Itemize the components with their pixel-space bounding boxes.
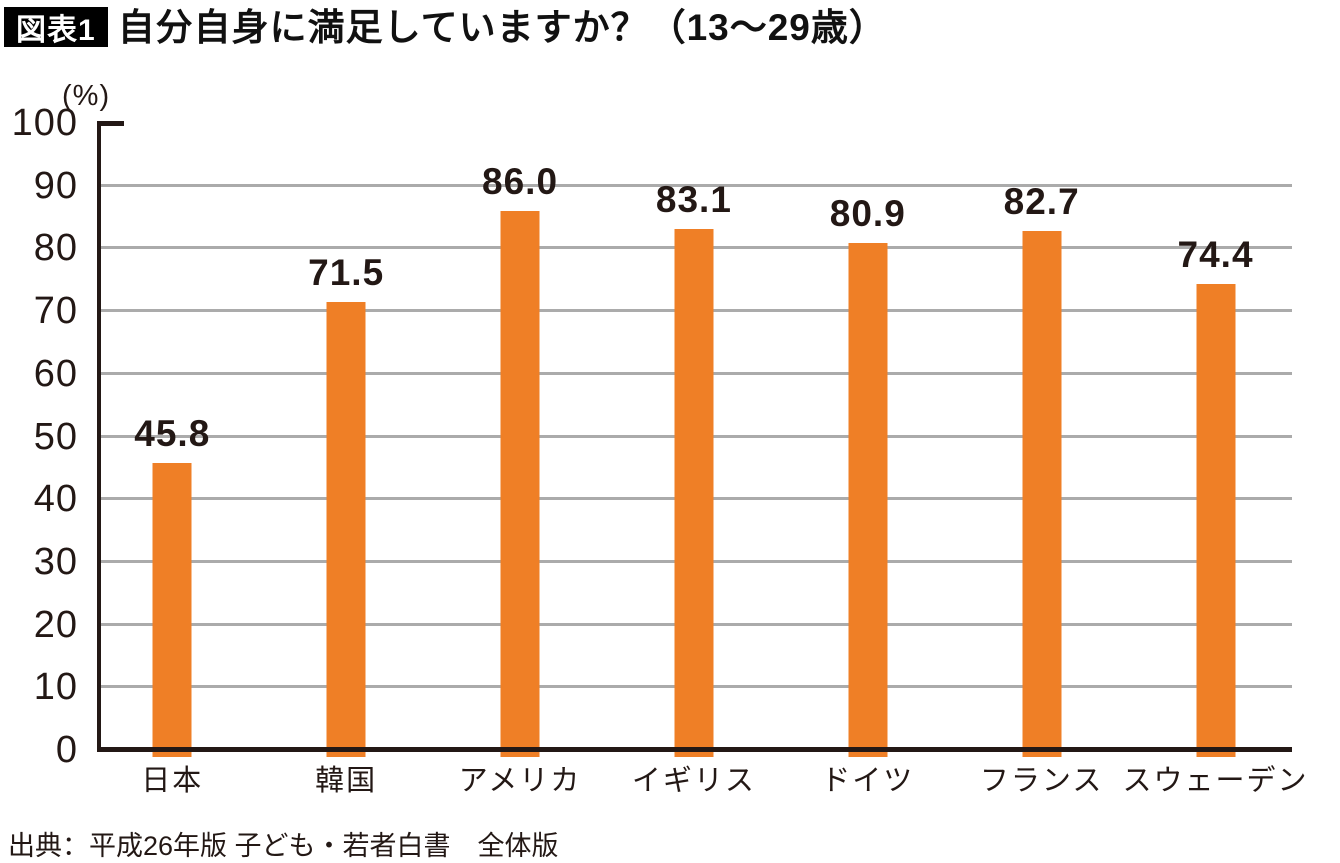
value-label-2: 71.5 bbox=[308, 251, 385, 293]
y-tick-label-100: 100 bbox=[11, 102, 78, 144]
plot-area: 45.8 71.5 86.0 83.1 80.9 82.7 74.4 bbox=[97, 121, 1292, 757]
y-tick-label-0: 0 bbox=[55, 729, 78, 771]
y-tick-label-40: 40 bbox=[33, 478, 78, 521]
bar-5 bbox=[848, 242, 888, 757]
y-tick-label-30: 30 bbox=[33, 540, 78, 583]
y-tick-label-20: 20 bbox=[33, 603, 78, 646]
y-axis-line bbox=[97, 123, 101, 752]
category-label-7: スウェーデン bbox=[1122, 765, 1309, 797]
category-label-2: 韓国 bbox=[315, 765, 378, 797]
source-note: 出典：平成26年版 子ども・若者白書 全体版 bbox=[8, 831, 559, 861]
figure-number-badge: 図表1 bbox=[4, 7, 108, 47]
bar-2 bbox=[326, 301, 366, 757]
y-tick-label-90: 90 bbox=[33, 164, 78, 207]
category-label-1: 日本 bbox=[141, 765, 204, 797]
value-label-4: 83.1 bbox=[655, 178, 732, 220]
y-tick-label-70: 70 bbox=[33, 290, 78, 333]
bar-1 bbox=[152, 462, 192, 757]
chart-header: 図表1 自分自身に満足していますか？（13〜29歳） bbox=[4, 7, 887, 47]
value-label-3: 86.0 bbox=[482, 160, 559, 202]
y-axis-unit-label: (%) bbox=[62, 80, 111, 112]
x-axis-line bbox=[97, 747, 1292, 752]
y-axis-tick-labels: 0 10 20 30 40 50 60 70 80 90 100 bbox=[0, 104, 78, 769]
category-label-6: フランス bbox=[979, 765, 1104, 797]
value-label-7: 74.4 bbox=[1177, 233, 1254, 275]
category-label-5: ドイツ bbox=[821, 765, 915, 797]
gridline-90 bbox=[97, 183, 1292, 187]
value-label-1: 45.8 bbox=[134, 412, 211, 454]
value-label-6: 82.7 bbox=[1003, 181, 1080, 223]
chart-title: 自分自身に満足していますか？（13〜29歳） bbox=[117, 6, 887, 48]
bar-6 bbox=[1022, 231, 1062, 757]
bar-7 bbox=[1196, 283, 1236, 757]
category-label-4: イギリス bbox=[631, 765, 756, 797]
y-tick-label-80: 80 bbox=[33, 227, 78, 270]
bar-4 bbox=[674, 228, 714, 757]
y-tick-label-50: 50 bbox=[33, 415, 78, 458]
value-label-5: 80.9 bbox=[829, 192, 906, 234]
bar-3 bbox=[500, 210, 540, 757]
category-label-3: アメリカ bbox=[458, 765, 582, 797]
y-tick-label-10: 10 bbox=[33, 666, 78, 709]
x-axis-category-labels: 日本 韓国 アメリカ イギリス ドイツ フランス スウェーデン bbox=[97, 765, 1306, 806]
y-tick-label-60: 60 bbox=[33, 352, 78, 395]
y-axis-top-tick bbox=[97, 121, 124, 126]
